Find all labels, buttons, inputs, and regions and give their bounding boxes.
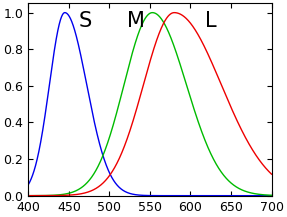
Text: L: L xyxy=(205,11,217,31)
Text: M: M xyxy=(127,11,145,31)
Text: S: S xyxy=(79,11,92,31)
